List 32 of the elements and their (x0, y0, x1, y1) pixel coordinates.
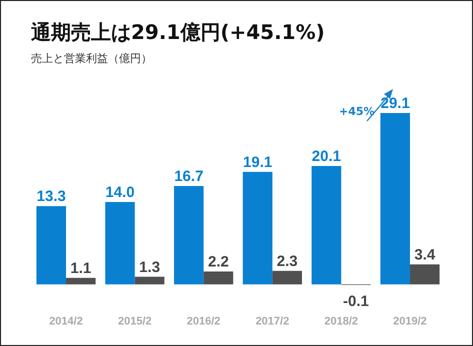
bar (36, 206, 66, 284)
x-tick-label: 2017/2 (256, 316, 290, 328)
bar (380, 113, 410, 284)
bar (105, 202, 135, 284)
x-tick-label: 2016/2 (186, 316, 220, 328)
bar (242, 172, 272, 284)
x-tick-label: 2019/2 (393, 316, 427, 328)
data-label: 1.1 (70, 260, 92, 277)
annotation: +45% (339, 105, 375, 118)
bar (174, 186, 204, 284)
data-label: 14.0 (105, 184, 135, 201)
data-label: 16.7 (174, 168, 204, 186)
chart-title: 通期売上は29.1億円(+45.1%) (30, 20, 325, 44)
x-tick-label: 2014/2 (49, 316, 83, 328)
data-label: 19.1 (243, 154, 272, 171)
data-label: 2.3 (276, 252, 298, 270)
data-label: 20.1 (312, 148, 341, 166)
bar (66, 278, 96, 284)
data-label: 13.3 (36, 188, 66, 206)
bar (204, 271, 234, 284)
x-tick-label: 2015/2 (118, 316, 152, 328)
chart-subtitle: 売上と営業利益（億円） (31, 52, 152, 65)
bar (134, 276, 164, 284)
data-label: 2.2 (208, 253, 229, 270)
bar (312, 166, 342, 284)
bar (410, 264, 440, 284)
data-label: -0.1 (343, 293, 369, 310)
bar (272, 270, 302, 284)
data-label: 1.3 (139, 258, 160, 276)
data-label: 3.4 (414, 246, 436, 264)
x-tick-label: 2018/2 (324, 316, 358, 328)
data-label: 29.1 (380, 95, 410, 112)
